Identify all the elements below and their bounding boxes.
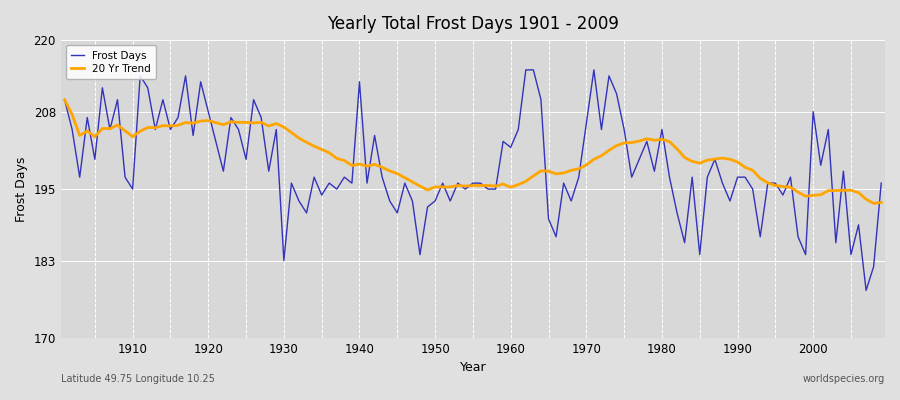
20 Yr Trend [498,182,508,186]
Frost Days [520,68,531,72]
20 Yr Trend [120,128,130,133]
Frost Days [604,74,615,78]
Title: Yearly Total Frost Days 1901 - 2009: Yearly Total Frost Days 1901 - 2009 [327,15,619,33]
Frost Days [331,187,342,192]
20 Yr Trend [331,156,342,161]
Text: worldspecies.org: worldspecies.org [803,374,885,384]
Line: Frost Days: Frost Days [65,70,881,290]
20 Yr Trend [286,130,297,135]
X-axis label: Year: Year [460,362,486,374]
Legend: Frost Days, 20 Yr Trend: Frost Days, 20 Yr Trend [66,45,156,79]
Frost Days [120,175,130,180]
Frost Days [498,139,508,144]
Frost Days [505,145,516,150]
Y-axis label: Frost Days: Frost Days [15,156,28,222]
20 Yr Trend [596,153,607,158]
Frost Days [59,97,70,102]
20 Yr Trend [868,201,879,206]
20 Yr Trend [59,97,70,102]
Line: 20 Yr Trend: 20 Yr Trend [65,100,881,203]
20 Yr Trend [876,200,886,205]
Frost Days [860,288,871,293]
Frost Days [876,181,886,186]
20 Yr Trend [505,185,516,190]
Frost Days [286,181,297,186]
Text: Latitude 49.75 Longitude 10.25: Latitude 49.75 Longitude 10.25 [61,374,215,384]
